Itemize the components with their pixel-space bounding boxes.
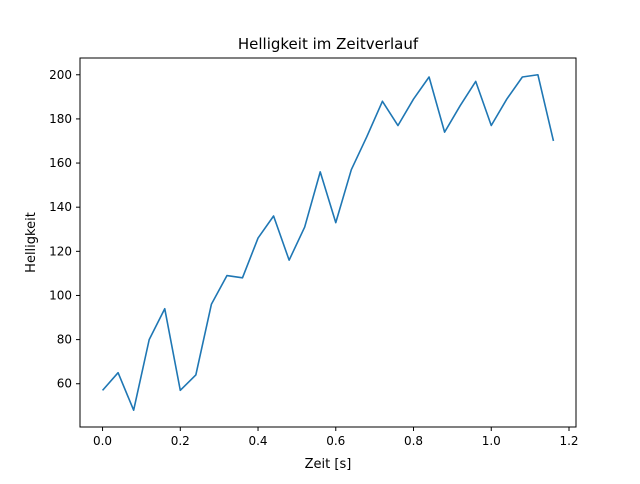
x-tick-label: 0.6: [326, 434, 345, 448]
y-tick-label: 160: [49, 156, 72, 170]
plot-area: [101, 73, 555, 412]
y-tick-label: 60: [57, 377, 72, 391]
x-axis-ticks: 0.0 0.2 0.4 0.6 0.8 1.0 1.2: [93, 427, 579, 448]
x-tick-label: 0.4: [248, 434, 267, 448]
y-tick-label: 120: [49, 244, 72, 258]
x-tick-label: 0.8: [404, 434, 423, 448]
y-axis-ticks: 60 80 100 120 140 160 180 200: [49, 68, 80, 391]
chart-title: Helligkeit im Zeitverlauf: [238, 35, 419, 53]
x-axis-title: Zeit [s]: [305, 457, 352, 472]
axes-frame: [79, 57, 577, 428]
x-tick-label: 0.2: [171, 434, 190, 448]
x-tick-label: 1.2: [559, 434, 578, 448]
y-tick-label: 100: [49, 288, 72, 302]
y-tick-label: 180: [49, 112, 72, 126]
y-axis-title: Helligkeit: [24, 212, 39, 273]
x-tick-label: 1.0: [482, 434, 501, 448]
y-tick-label: 140: [49, 200, 72, 214]
series-line: [101, 73, 555, 412]
x-tick-label: 0.0: [93, 434, 112, 448]
y-tick-label: 200: [49, 68, 72, 82]
y-tick-label: 80: [57, 333, 72, 347]
